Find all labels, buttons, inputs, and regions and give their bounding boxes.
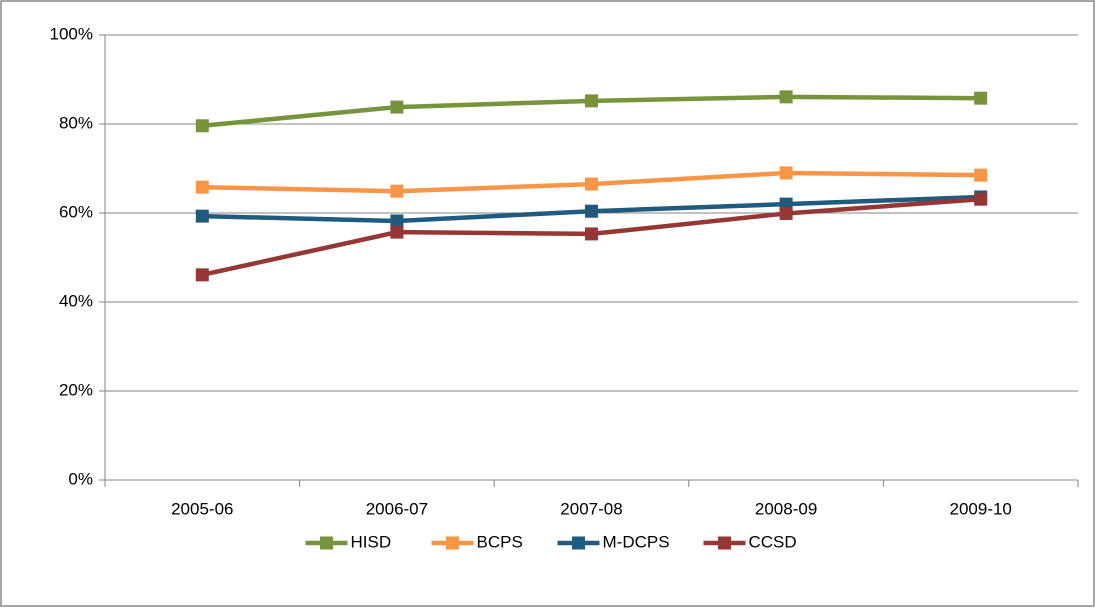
legend-marker xyxy=(446,536,459,550)
data-point xyxy=(779,90,793,104)
data-point xyxy=(585,94,598,108)
data-point xyxy=(779,166,793,180)
y-tick-label: 0% xyxy=(68,469,93,488)
x-tick-label: 2006-07 xyxy=(366,499,428,518)
data-point xyxy=(390,184,404,198)
legend-marker xyxy=(320,536,333,550)
data-point xyxy=(974,168,988,182)
data-point xyxy=(779,206,793,220)
x-tick-label: 2007-08 xyxy=(560,499,622,518)
x-tick-label: 2008-09 xyxy=(755,499,817,518)
data-point xyxy=(585,177,598,191)
y-tick-label: 40% xyxy=(59,291,93,310)
legend-marker xyxy=(718,536,731,550)
y-tick-label: 80% xyxy=(59,113,93,132)
data-point xyxy=(974,192,988,206)
y-tick-label: 60% xyxy=(59,202,93,221)
data-point xyxy=(390,100,404,114)
legend-label: BCPS xyxy=(477,532,523,551)
legend-label: M-DCPS xyxy=(603,532,670,551)
data-point xyxy=(390,214,404,228)
legend-marker xyxy=(572,536,585,550)
data-point xyxy=(195,209,209,223)
x-tick-label: 2005-06 xyxy=(171,499,233,518)
data-point xyxy=(585,204,598,218)
y-tick-label: 20% xyxy=(59,380,93,399)
data-point xyxy=(195,180,209,194)
legend-label: HISD xyxy=(351,532,392,551)
data-point xyxy=(195,119,209,133)
legend-label: CCSD xyxy=(749,532,797,551)
data-point xyxy=(390,225,404,239)
data-point xyxy=(585,227,598,241)
data-point xyxy=(974,91,988,105)
data-point xyxy=(195,268,209,282)
x-tick-label: 2009-10 xyxy=(950,499,1012,518)
y-tick-label: 100% xyxy=(50,24,93,43)
